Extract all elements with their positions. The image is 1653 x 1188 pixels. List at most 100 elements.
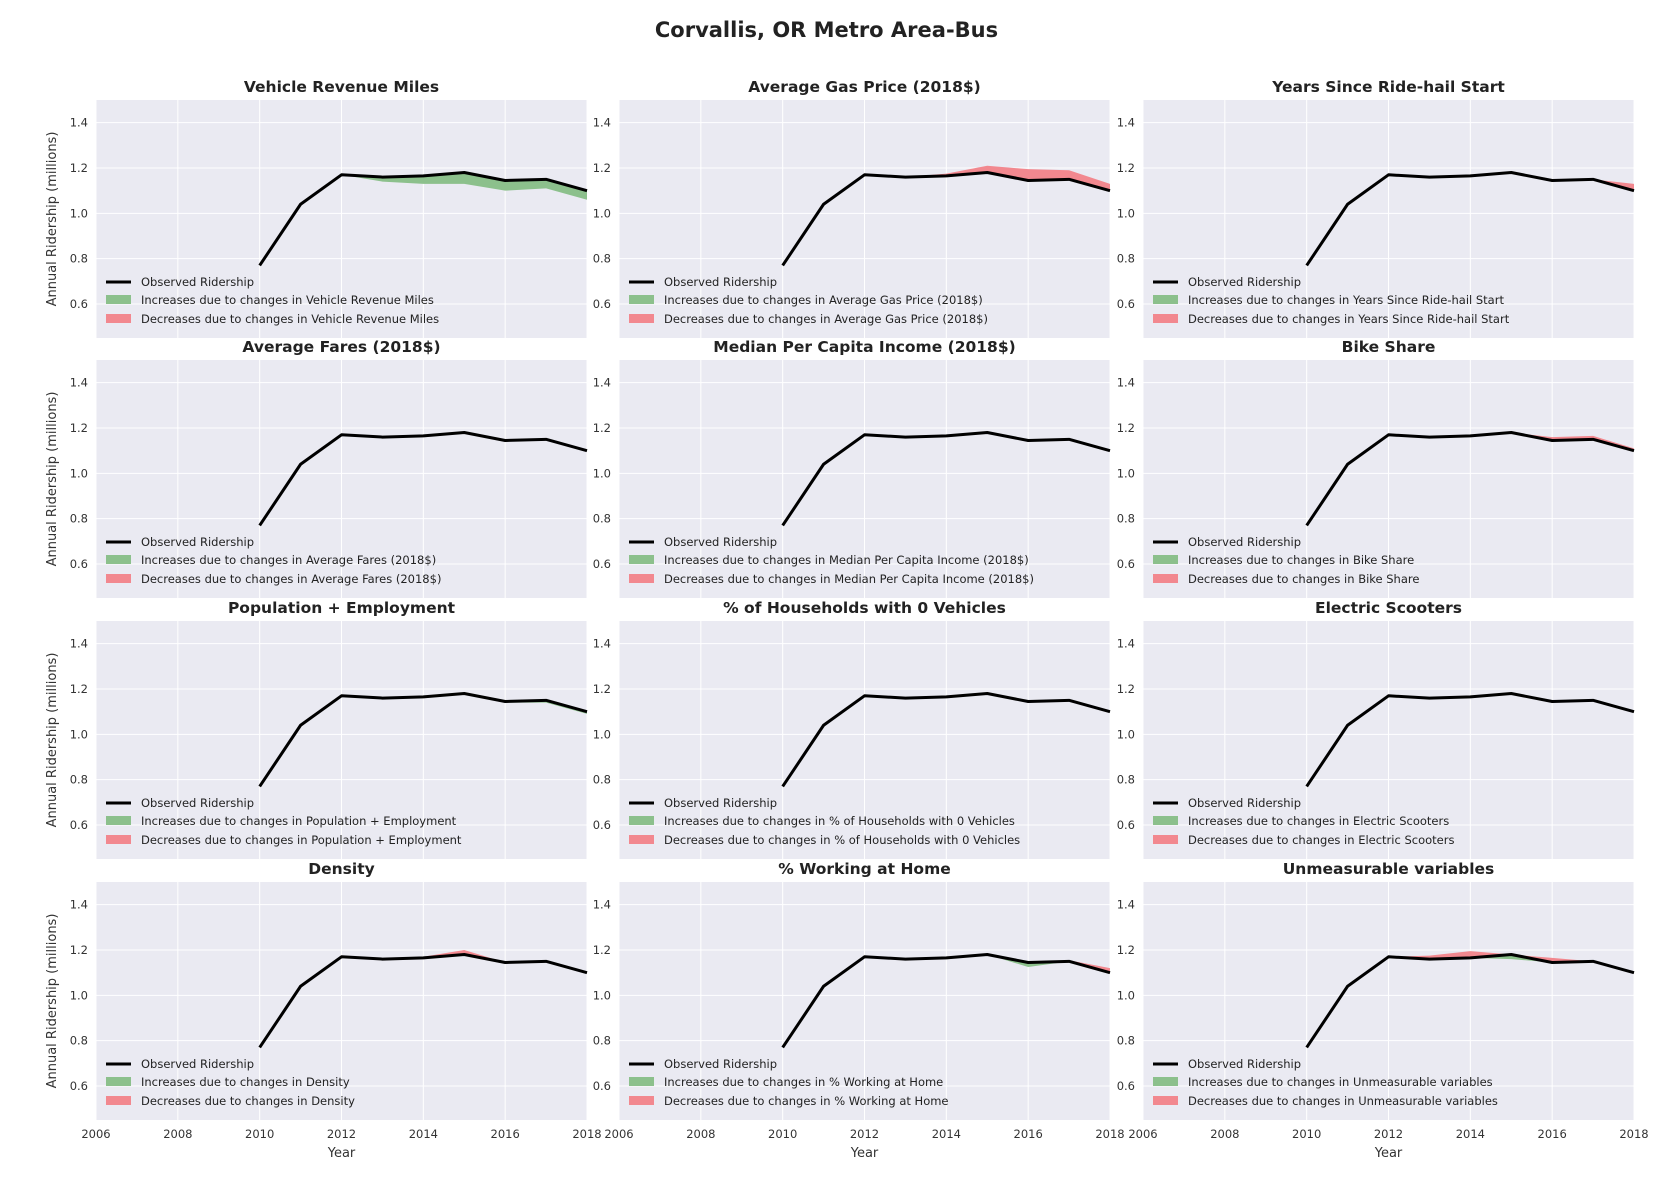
y-tick-label: 1.0 bbox=[1117, 206, 1135, 220]
y-tick-label: 0.6 bbox=[1117, 297, 1135, 311]
legend-label: Increases due to changes in Vehicle Reve… bbox=[141, 293, 434, 307]
y-tick-label: 1.2 bbox=[593, 682, 611, 696]
y-tick-label: 1.4 bbox=[1117, 376, 1135, 390]
panel-3: 0.6 0.8 1.0 1.2 1.4 Years Since Ride-hail Sta… bbox=[1117, 78, 1635, 338]
panel-title: % of Households with 0 Vehicles bbox=[723, 599, 1006, 617]
y-tick-label: 1.2 bbox=[593, 421, 611, 435]
legend-label: Observed Ridership bbox=[664, 1057, 777, 1071]
legend-label: Observed Ridership bbox=[1188, 1057, 1301, 1071]
legend-decrease-swatch bbox=[1153, 314, 1178, 323]
x-tick-label: 2006 bbox=[81, 1127, 110, 1141]
y-tick-label: 1.4 bbox=[1117, 637, 1135, 651]
legend-label: Increases due to changes in Median Per C… bbox=[664, 553, 1029, 567]
legend-label: Increases due to changes in Bike Share bbox=[1188, 553, 1414, 567]
y-tick-label: 1.0 bbox=[70, 206, 88, 220]
panel-7: 0.6 0.8 1.0 1.2 1.4 Annual Ridership (million… bbox=[45, 599, 588, 859]
legend-decrease-swatch bbox=[629, 835, 654, 844]
x-tick-label: 2006 bbox=[604, 1127, 633, 1141]
y-tick-label: 1.4 bbox=[1117, 898, 1135, 912]
legend-label: Decreases due to changes in Vehicle Reve… bbox=[141, 312, 439, 326]
y-tick-label: 0.6 bbox=[70, 557, 88, 571]
legend-label: Decreases due to changes in Average Fare… bbox=[141, 572, 441, 586]
x-axis-label: Year bbox=[327, 1146, 356, 1161]
panel-4: 0.6 0.8 1.0 1.2 1.4 Annual Ridership (million… bbox=[45, 338, 588, 598]
legend-label: Increases due to changes in Average Gas … bbox=[664, 293, 983, 307]
y-tick-label: 0.6 bbox=[593, 1079, 611, 1093]
y-tick-label: 1.2 bbox=[1117, 682, 1135, 696]
legend-decrease-swatch bbox=[1153, 835, 1178, 844]
y-tick-label: 1.4 bbox=[593, 116, 611, 130]
y-tick-label: 1.0 bbox=[1117, 988, 1135, 1002]
legend-label: Increases due to changes in % Working at… bbox=[664, 1075, 943, 1089]
legend-increase-swatch bbox=[106, 816, 131, 825]
panel-title: Average Gas Price (2018$) bbox=[748, 78, 980, 96]
x-tick-label: 2014 bbox=[1456, 1127, 1485, 1141]
y-tick-label: 1.2 bbox=[593, 161, 611, 175]
y-tick-label: 0.6 bbox=[70, 1079, 88, 1093]
legend-label: Increases due to changes in Years Since … bbox=[1188, 293, 1504, 307]
y-tick-label: 0.8 bbox=[1117, 252, 1135, 266]
observed-ridership-line bbox=[1305, 692, 1635, 788]
x-axis-label: Year bbox=[1374, 1146, 1403, 1161]
observed-ridership-line bbox=[258, 692, 588, 788]
legend-decrease-swatch bbox=[1153, 574, 1178, 583]
x-axis-label: Year bbox=[850, 1146, 879, 1161]
legend-label: Increases due to changes in % of Househo… bbox=[664, 814, 1015, 828]
y-tick-label: 0.8 bbox=[593, 1034, 611, 1048]
y-tick-label: 1.2 bbox=[593, 943, 611, 957]
legend-increase-swatch bbox=[629, 295, 654, 304]
x-tick-label: 2010 bbox=[768, 1127, 797, 1141]
x-tick-label: 2008 bbox=[163, 1127, 192, 1141]
legend-label: Decreases due to changes in Bike Share bbox=[1188, 572, 1419, 586]
panel-title: % Working at Home bbox=[778, 860, 950, 878]
y-tick-label: 0.8 bbox=[593, 773, 611, 787]
y-tick-label: 1.2 bbox=[70, 943, 88, 957]
legend-decrease-swatch bbox=[629, 314, 654, 323]
y-tick-label: 0.6 bbox=[1117, 818, 1135, 832]
legend-increase-swatch bbox=[106, 295, 131, 304]
legend-increase-swatch bbox=[629, 1077, 654, 1086]
legend-increase-swatch bbox=[1153, 295, 1178, 304]
y-tick-label: 1.2 bbox=[1117, 421, 1135, 435]
y-tick-label: 1.0 bbox=[70, 727, 88, 741]
panel-12: 0.6 0.8 1.0 1.2 1.4 2006 2008 2010 2012 2014 2016 2… bbox=[1117, 860, 1649, 1161]
x-tick-label: 2008 bbox=[1210, 1127, 1239, 1141]
legend-increase-swatch bbox=[629, 816, 654, 825]
legend-label: Decreases due to changes in % Working at… bbox=[664, 1094, 949, 1108]
y-tick-label: 1.4 bbox=[70, 898, 88, 912]
legend-label: Observed Ridership bbox=[141, 1057, 254, 1071]
legend-label: Observed Ridership bbox=[1188, 275, 1301, 289]
legend-decrease-swatch bbox=[106, 314, 131, 323]
legend-label: Observed Ridership bbox=[664, 275, 777, 289]
legend-label: Decreases due to changes in Average Gas … bbox=[664, 312, 988, 326]
y-axis-label: Annual Ridership (millions) bbox=[45, 392, 60, 567]
panel-title: Population + Employment bbox=[228, 599, 456, 617]
legend-label: Decreases due to changes in Electric Sco… bbox=[1188, 833, 1454, 847]
y-tick-label: 1.0 bbox=[593, 727, 611, 741]
legend-decrease-swatch bbox=[106, 835, 131, 844]
legend-label: Increases due to changes in Unmeasurable… bbox=[1188, 1075, 1493, 1089]
y-axis-label: Annual Ridership (millions) bbox=[45, 914, 60, 1089]
figure-title: Corvallis, OR Metro Area-Bus bbox=[654, 18, 999, 42]
legend-decrease-swatch bbox=[1153, 1096, 1178, 1105]
y-tick-label: 0.8 bbox=[1117, 512, 1135, 526]
legend-label: Observed Ridership bbox=[1188, 535, 1301, 549]
y-tick-label: 0.8 bbox=[1117, 773, 1135, 787]
legend-label: Increases due to changes in Average Fare… bbox=[141, 553, 436, 567]
y-tick-label: 1.0 bbox=[593, 988, 611, 1002]
y-tick-label: 1.4 bbox=[593, 898, 611, 912]
y-tick-label: 1.4 bbox=[70, 116, 88, 130]
y-tick-label: 1.4 bbox=[593, 637, 611, 651]
panel-10: 0.6 0.8 1.0 1.2 1.4 2006 2008 2010 2012 2014 2016 2… bbox=[45, 860, 602, 1161]
x-tick-label: 2010 bbox=[245, 1127, 274, 1141]
y-tick-label: 0.8 bbox=[70, 773, 88, 787]
panel-title: Unmeasurable variables bbox=[1283, 860, 1495, 878]
observed-ridership-line bbox=[781, 431, 1111, 527]
x-tick-label: 2010 bbox=[1292, 1127, 1321, 1141]
y-tick-label: 0.6 bbox=[1117, 1079, 1135, 1093]
legend-label: Increases due to changes in Density bbox=[141, 1075, 350, 1089]
observed-ridership-line bbox=[1305, 953, 1635, 1049]
legend-label: Decreases due to changes in % of Househo… bbox=[664, 833, 1020, 847]
legend-decrease-swatch bbox=[629, 574, 654, 583]
legend-increase-swatch bbox=[1153, 816, 1178, 825]
